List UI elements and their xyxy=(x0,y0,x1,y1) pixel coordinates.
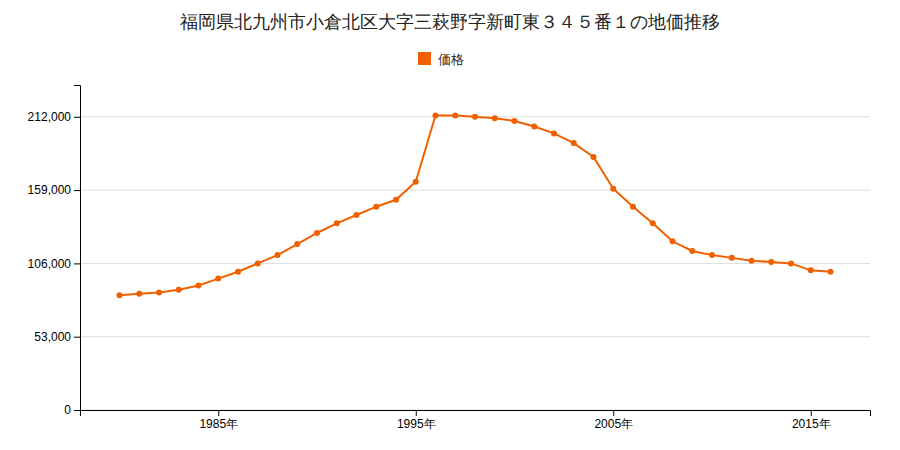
series-point xyxy=(136,291,142,297)
series-point xyxy=(729,255,735,261)
series-point xyxy=(709,252,715,258)
series-point xyxy=(689,248,695,254)
title: 福岡県北九州市小倉北区大字三萩野字新町東３４５番１の地価推移 xyxy=(180,11,720,32)
series-point xyxy=(591,154,597,160)
legend-label: 価格 xyxy=(438,52,464,67)
series-point xyxy=(551,130,557,136)
y-tick: 159,000 xyxy=(28,183,80,197)
y-tick-mark xyxy=(74,263,80,264)
x-tick: 2005年 xyxy=(594,410,633,431)
x-axis-line xyxy=(81,411,871,417)
series-point xyxy=(610,186,616,192)
x-tick-label: 1995年 xyxy=(397,417,436,431)
y-tick: 53,000 xyxy=(34,330,80,344)
x-tick-mark xyxy=(613,410,614,416)
x-tick: 2015年 xyxy=(792,410,831,431)
y-tick-label: 106,000 xyxy=(28,257,72,271)
x-tick: 1985年 xyxy=(199,410,238,431)
series-point xyxy=(314,230,320,236)
legend: 価格 xyxy=(418,52,464,67)
marks xyxy=(117,112,834,298)
series-point xyxy=(354,212,360,218)
grid xyxy=(80,117,870,410)
series-point xyxy=(492,115,498,121)
chart-svg: 福岡県北九州市小倉北区大字三萩野字新町東３４５番１の地価推移 1985年 1995年… xyxy=(0,0,900,450)
x-tick-mark xyxy=(218,410,219,416)
series-point xyxy=(788,260,794,266)
y-tick: 212,000 xyxy=(28,110,80,124)
plot: 1985年 1995年 2005年 2015年 0 53,000 106,000 159,00… xyxy=(28,86,871,431)
series-point xyxy=(196,283,202,289)
y-tick-mark xyxy=(74,337,80,338)
series-point xyxy=(235,269,241,275)
series-point xyxy=(808,267,814,273)
series-point xyxy=(749,258,755,264)
y-tick-mark xyxy=(74,117,80,118)
y-tick: 106,000 xyxy=(28,257,80,271)
series-point xyxy=(650,220,656,226)
y-tick-label: 212,000 xyxy=(28,110,72,124)
series-point xyxy=(117,292,123,298)
series-point xyxy=(255,260,261,266)
y-tick-label: 159,000 xyxy=(28,183,72,197)
legend-item: 価格 xyxy=(418,52,464,67)
series-point xyxy=(176,287,182,293)
grid-line xyxy=(80,190,870,191)
chart-container: 福岡県北九州市小倉北区大字三萩野字新町東３４５番１の地価推移 1985年 1995年… xyxy=(0,0,900,450)
y-tick-label: 53,000 xyxy=(34,330,71,344)
series-point xyxy=(452,112,458,118)
series-point xyxy=(571,140,577,146)
series-point xyxy=(433,112,439,118)
series-point xyxy=(512,118,518,124)
x-tick-label: 1985年 xyxy=(199,417,238,431)
x-axis: 1985年 1995年 2005年 2015年 xyxy=(81,410,871,431)
x-tick-label: 2015年 xyxy=(792,417,831,431)
x-tick-mark xyxy=(416,410,417,416)
y-tick: 0 xyxy=(64,403,80,417)
y-axis: 0 53,000 106,000 159,000 212,000 xyxy=(28,86,81,418)
legend-swatch xyxy=(418,52,431,65)
series-point xyxy=(472,114,478,120)
series-point xyxy=(828,269,834,275)
series-point xyxy=(413,179,419,185)
series-point xyxy=(215,276,221,282)
series-point xyxy=(393,197,399,203)
x-tick-mark xyxy=(811,410,812,416)
x-tick-label: 2005年 xyxy=(594,417,633,431)
grid-line xyxy=(80,336,870,337)
y-tick-mark xyxy=(74,190,80,191)
x-tick: 1995年 xyxy=(397,410,436,431)
series-point xyxy=(630,204,636,210)
series-point xyxy=(768,259,774,265)
series-point xyxy=(156,289,162,295)
series-line xyxy=(120,115,831,295)
series-point xyxy=(334,220,340,226)
series-point xyxy=(373,204,379,210)
y-tick-label: 0 xyxy=(64,403,71,417)
series-point xyxy=(275,252,281,258)
y-axis-line xyxy=(74,86,81,411)
series-point xyxy=(294,241,300,247)
series-point xyxy=(670,238,676,244)
y-tick-mark xyxy=(74,410,80,411)
series-point xyxy=(531,123,537,129)
